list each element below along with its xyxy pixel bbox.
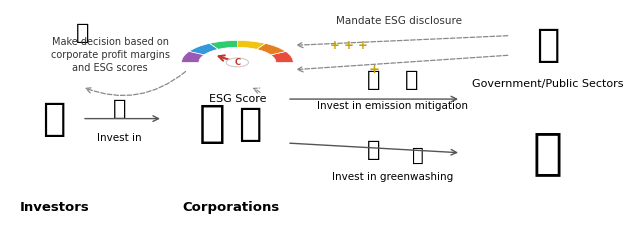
Text: Investors: Investors — [19, 201, 89, 214]
Text: Make decision based on
corporate profit margins
and ESG scores: Make decision based on corporate profit … — [51, 37, 170, 73]
Wedge shape — [257, 43, 286, 55]
Text: +: + — [369, 63, 380, 76]
Text: 🌳: 🌳 — [404, 70, 418, 90]
Text: 🏛: 🏛 — [536, 26, 559, 64]
Text: Invest in: Invest in — [97, 133, 141, 143]
Circle shape — [226, 58, 248, 67]
Text: 💵: 💵 — [113, 99, 126, 119]
Wedge shape — [182, 51, 204, 62]
Text: C: C — [234, 58, 241, 67]
Wedge shape — [189, 43, 218, 55]
Text: 💵: 💵 — [367, 140, 381, 160]
Text: Corporations: Corporations — [182, 201, 280, 214]
Text: 💵: 💵 — [367, 70, 381, 90]
Text: Invest in emission mitigation: Invest in emission mitigation — [317, 102, 468, 111]
Text: 🤔: 🤔 — [76, 23, 89, 43]
Text: 🏭: 🏭 — [238, 104, 262, 143]
Text: Government/Public Sectors: Government/Public Sectors — [472, 79, 623, 89]
Text: 🌍: 🌍 — [533, 129, 563, 177]
Text: 🏭: 🏭 — [199, 102, 226, 145]
Wedge shape — [271, 51, 293, 62]
Wedge shape — [237, 41, 266, 49]
Text: ESG Score: ESG Score — [209, 94, 266, 104]
Wedge shape — [209, 41, 237, 49]
Text: 👥: 👥 — [42, 100, 66, 138]
Text: Invest in greenwashing: Invest in greenwashing — [332, 172, 453, 182]
Text: + + +: + + + — [330, 39, 368, 52]
Text: 📣: 📣 — [412, 146, 423, 165]
Text: Mandate ESG disclosure: Mandate ESG disclosure — [336, 16, 462, 26]
